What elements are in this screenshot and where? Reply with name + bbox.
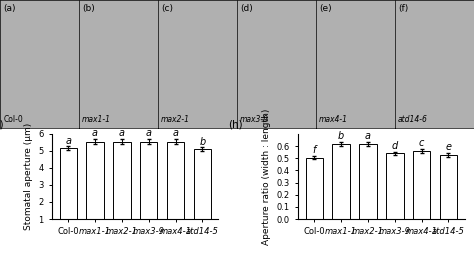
Text: a: a [146, 128, 152, 138]
Bar [386, 153, 403, 219]
Text: (a): (a) [3, 4, 16, 13]
Bar [332, 144, 350, 219]
Bar [167, 141, 184, 236]
Text: a: a [173, 128, 179, 138]
Y-axis label: Aperture ratio (width : length): Aperture ratio (width : length) [262, 108, 271, 245]
Text: max3-9: max3-9 [240, 116, 269, 124]
Text: (d): (d) [240, 4, 253, 13]
Text: (g): (g) [0, 120, 4, 130]
Bar [440, 155, 457, 219]
Text: c: c [419, 138, 424, 148]
Text: a: a [92, 128, 98, 138]
Text: max1-1: max1-1 [82, 116, 111, 124]
Bar [413, 151, 430, 219]
Text: a: a [119, 128, 125, 138]
Text: d: d [392, 141, 398, 151]
Text: b: b [199, 136, 205, 146]
Text: max2-1: max2-1 [161, 116, 190, 124]
Text: max4-1: max4-1 [319, 116, 348, 124]
Text: a: a [365, 131, 371, 141]
Bar [140, 141, 157, 236]
Bar [60, 148, 77, 236]
Text: f: f [313, 145, 316, 155]
Text: (b): (b) [82, 4, 95, 13]
Text: Col-0: Col-0 [3, 116, 23, 124]
Bar [113, 141, 131, 236]
Text: (f): (f) [398, 4, 409, 13]
Text: (e): (e) [319, 4, 332, 13]
Text: atd14-6: atd14-6 [398, 116, 428, 124]
Bar [306, 158, 323, 219]
Text: (c): (c) [161, 4, 173, 13]
Text: e: e [446, 142, 451, 152]
Text: a: a [65, 136, 71, 146]
Bar [86, 141, 104, 236]
Text: b: b [338, 131, 344, 141]
Y-axis label: Stomatal aperture (μm): Stomatal aperture (μm) [24, 123, 33, 230]
Text: (h): (h) [228, 120, 243, 130]
Bar [193, 149, 211, 236]
Bar [359, 144, 377, 219]
